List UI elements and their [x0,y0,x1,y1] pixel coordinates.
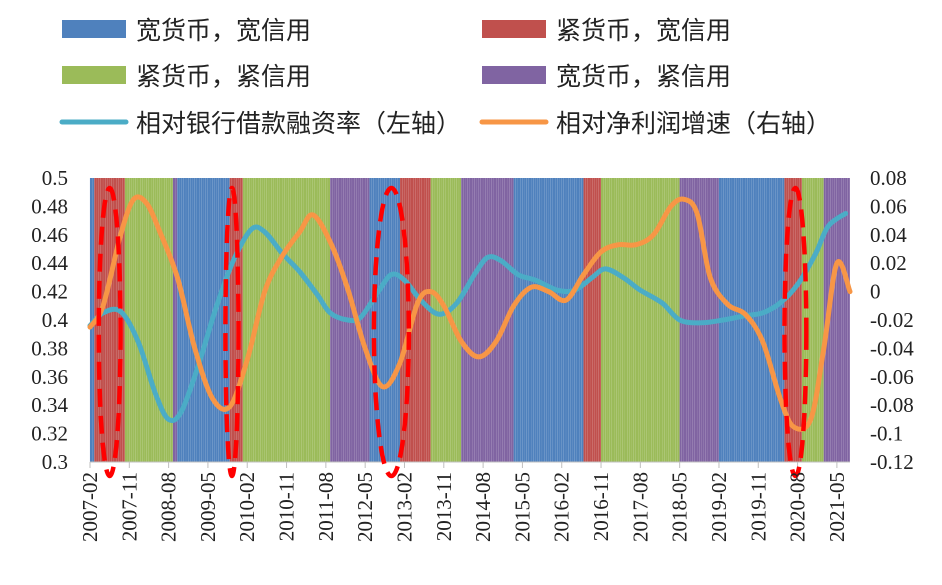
regime-band-8 [369,178,400,462]
series [87,194,853,432]
x-tick-label: 2012-05 [353,472,377,542]
legend-item-4: 相对银行借款融资率（左轴） [59,109,461,138]
regime-band-13 [583,178,601,462]
legend-label: 宽货币，紧信用 [556,62,731,91]
y-left-tick-label: 0.5 [42,166,68,190]
regime-band-14 [600,178,680,462]
legend-item-1: 紧货币，宽信用 [482,16,731,45]
x-tick-label: 2010-11 [275,472,299,541]
legend-swatch [482,20,546,38]
x-tick-label: 2020-08 [786,472,810,542]
highlight-ellipse-2 [371,185,412,479]
regime-band-16 [718,178,785,462]
y-left-tick-label: 0.34 [31,393,68,417]
legend-item-0: 宽货币，宽信用 [62,16,311,45]
x-tick-label: 2011-08 [314,472,338,541]
y-right-tick-label: 0.08 [870,166,907,190]
x-tick-label: 2015-05 [510,472,534,542]
regime-band-11 [461,178,514,462]
regime-band-12 [513,178,584,462]
legend-swatch [482,66,546,84]
y-right-tick-label: -0.12 [870,450,914,474]
legend-swatch [62,66,126,84]
regime-band-10 [430,178,462,462]
legend-label: 相对净利润增速（右轴） [556,109,831,138]
tick-labels: 0.3 0.32 0.34 0.36 0.38 0.4 0.42 0.44 0.46 0.48 0.… [31,166,914,542]
series-line-profit-growth [87,194,853,432]
legend-label: 宽货币，宽信用 [136,16,311,45]
axes [89,461,850,468]
legend-label: 相对银行借款融资率（左轴） [136,109,461,138]
x-tick-label: 2008-08 [157,472,181,542]
x-tick-label: 2016-11 [589,472,613,541]
highlight-ellipse-3 [782,185,809,479]
y-right-tick-label: 0.06 [870,194,907,218]
y-left-tick-label: 0.32 [31,422,68,446]
x-tick-label: 2010-02 [235,472,259,542]
legend-label: 紧货币，宽信用 [556,16,731,45]
y-left-tick-label: 0.36 [31,365,68,389]
legend-label: 紧货币，紧信用 [136,62,311,91]
y-left-tick-label: 0.38 [31,336,68,360]
regime-band-3 [172,178,178,462]
legend-item-5: 相对净利润增速（右轴） [479,109,831,138]
highlight-ellipses [96,185,809,479]
y-left-tick-label: 0.42 [31,280,68,304]
x-tick-label: 2016-02 [550,472,574,542]
legend-item-3: 宽货币，紧信用 [482,62,731,91]
y-left-tick-label: 0.44 [31,251,68,275]
legend-item-2: 紧货币，紧信用 [62,62,311,91]
y-left-tick-label: 0.48 [31,194,68,218]
x-tick-label: 2007-02 [78,472,102,542]
x-tick-label: 2013-11 [432,472,456,541]
y-left-tick-label: 0.46 [31,223,68,247]
legend-swatch [62,20,126,38]
x-tick-label: 2019-02 [707,472,731,542]
y-left-tick-label: 0.3 [42,450,68,474]
y-right-tick-label: -0.04 [870,336,914,360]
x-tick-label: 2019-11 [746,472,770,541]
highlight-ellipse-0 [96,185,123,479]
y-right-tick-label: 0.02 [870,251,907,275]
x-tick-label: 2007-11 [117,472,141,541]
y-right-tick-label: -0.06 [870,365,914,389]
y-right-tick-label: -0.08 [870,393,914,417]
y-left-tick-label: 0.4 [42,308,69,332]
x-tick-label: 2017-08 [628,472,652,542]
x-tick-label: 2018-05 [668,472,692,542]
y-right-tick-label: -0.02 [870,308,914,332]
x-tick-label: 2014-08 [471,472,495,542]
y-right-tick-label: -0.1 [870,422,903,446]
highlight-ellipse-1 [223,185,241,479]
y-right-tick-label: 0 [870,280,881,304]
regime-band-6 [242,178,331,462]
y-right-tick-label: 0.04 [870,223,907,247]
x-tick-label: 2021-05 [825,472,849,542]
x-tick-label: 2009-05 [196,472,220,542]
x-tick-label: 2013-02 [392,472,416,542]
